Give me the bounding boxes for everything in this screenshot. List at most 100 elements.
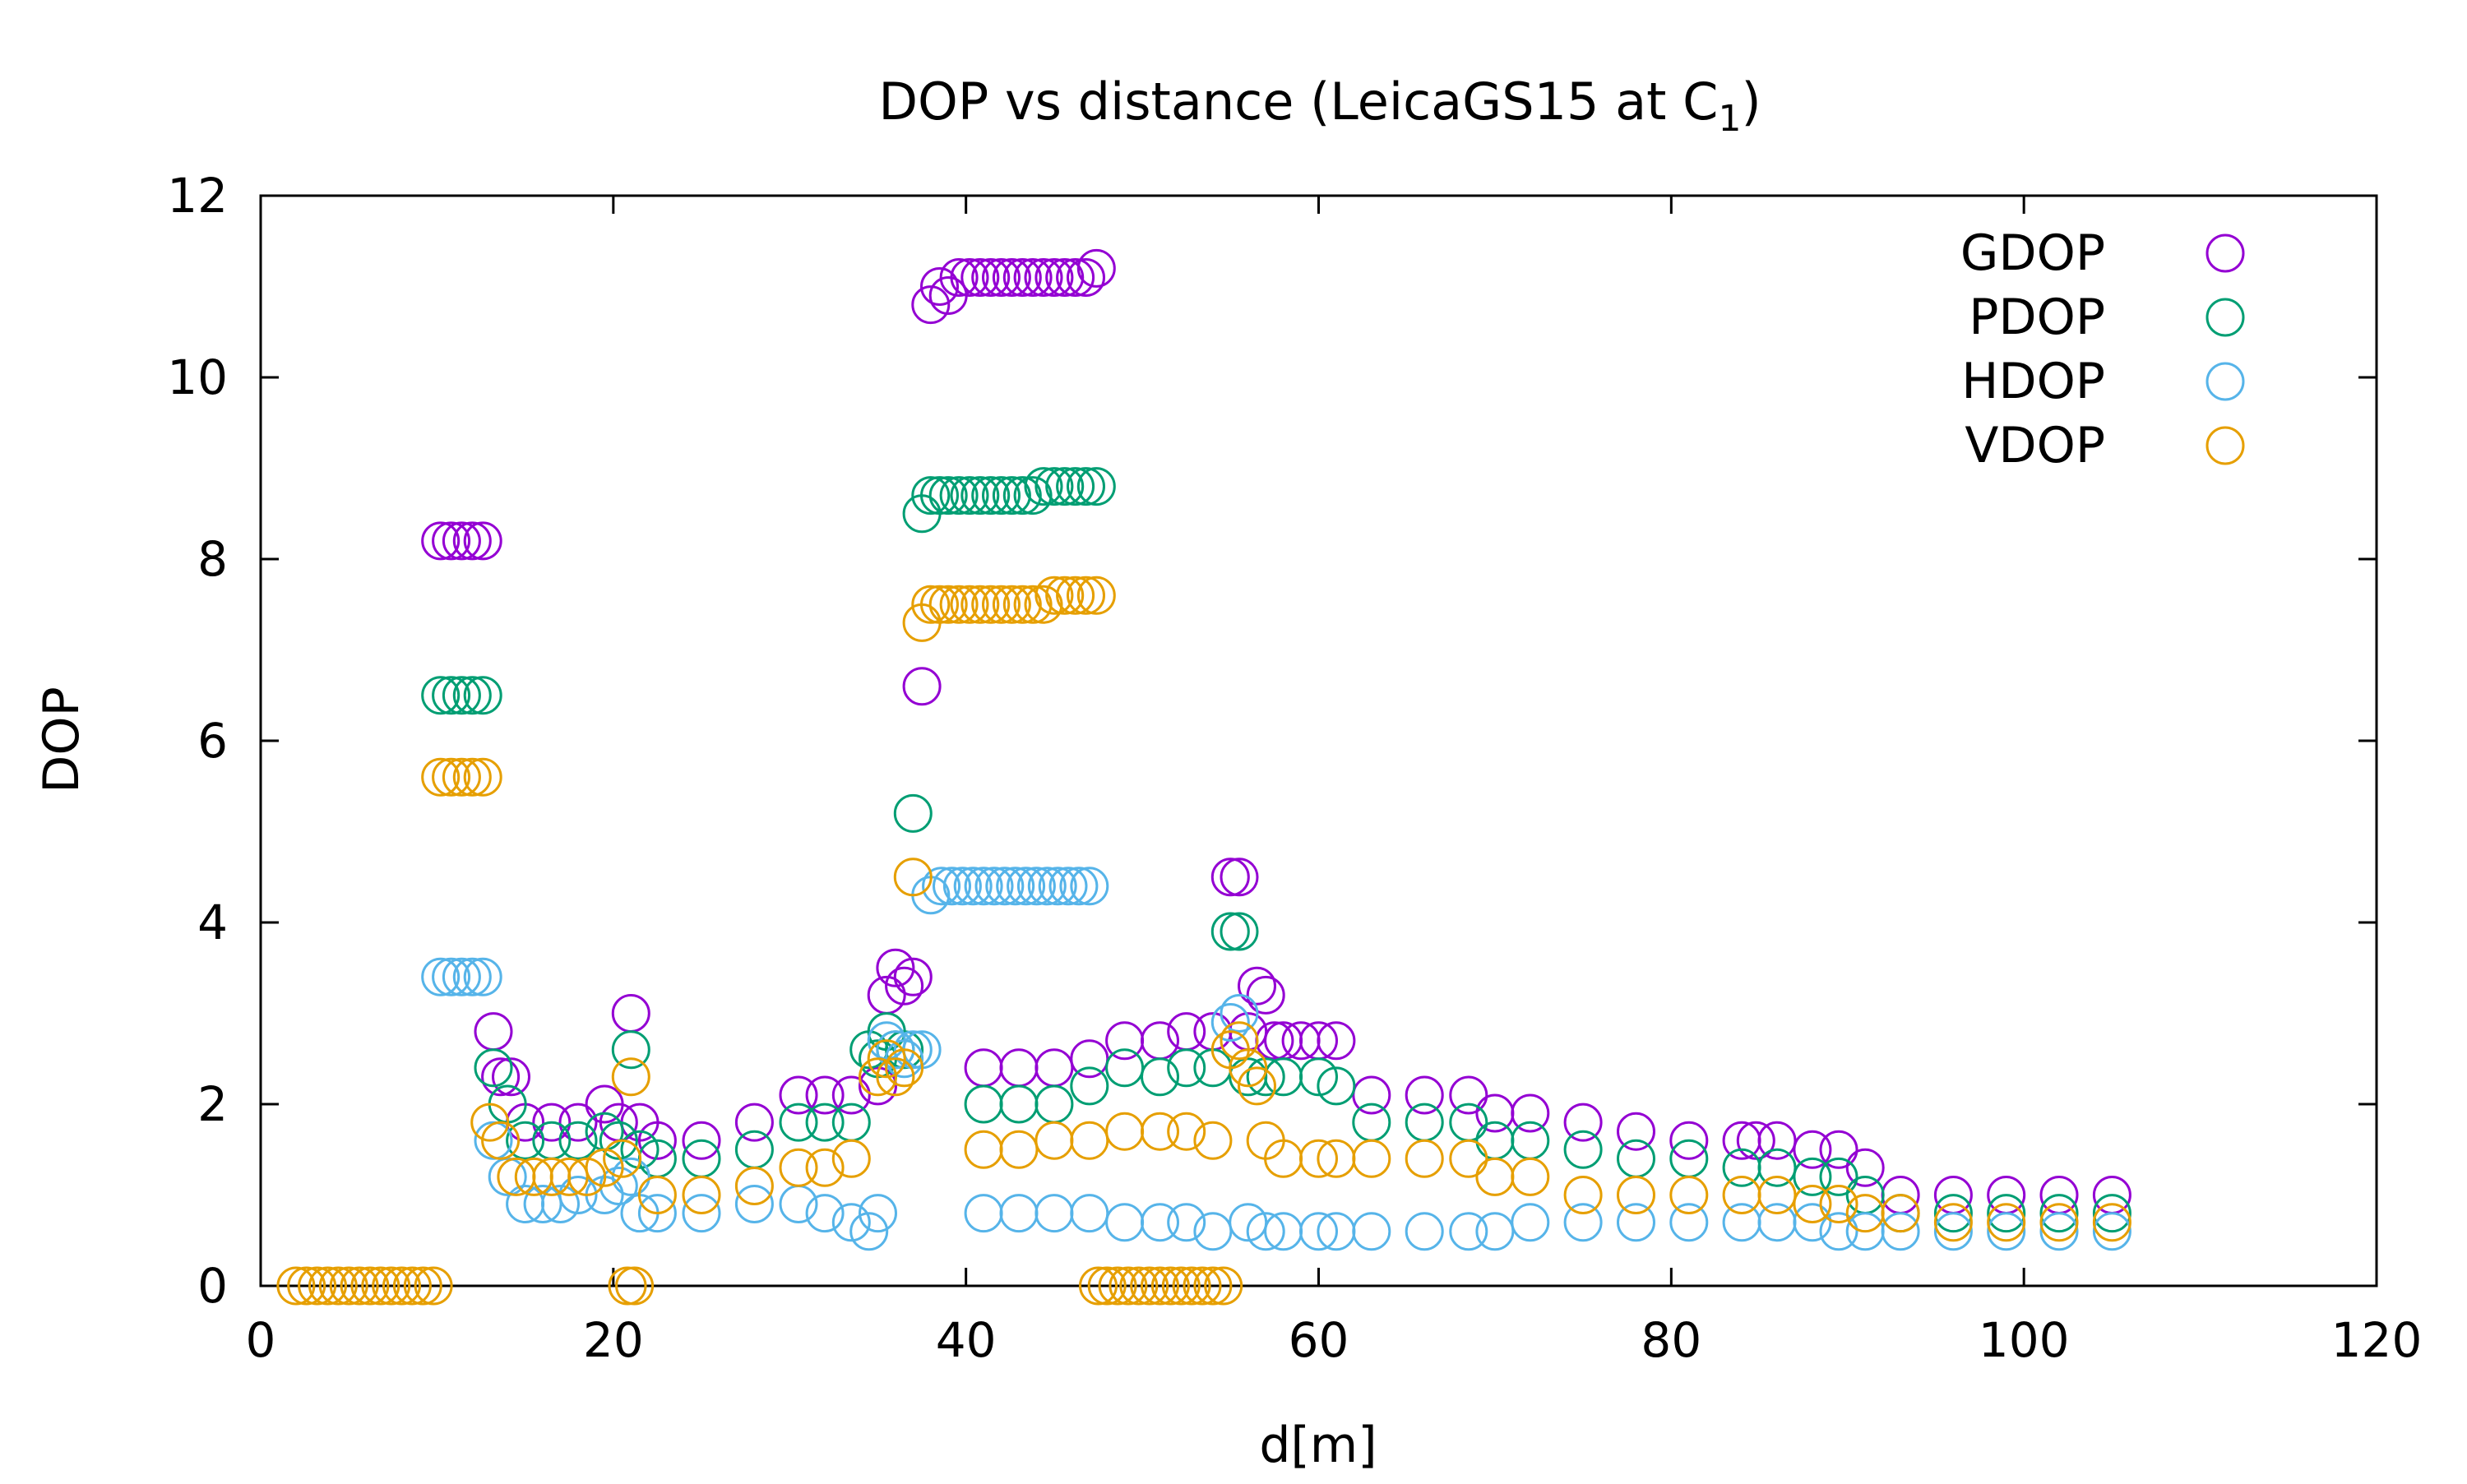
data-point-vdop: [1405, 1139, 1444, 1178]
data-point-vdop: [1070, 1121, 1109, 1160]
data-point-vdop: [403, 1266, 442, 1306]
data-point-gdop: [859, 1066, 897, 1106]
x-tick-label: 40: [936, 1312, 997, 1368]
x-tick-label: 120: [2331, 1312, 2423, 1368]
data-point-pdop: [971, 476, 1011, 515]
data-point-vdop: [1238, 1066, 1276, 1106]
data-point-pdop: [982, 476, 1021, 515]
data-point-gdop: [1070, 1039, 1109, 1079]
data-point-hdop: [1070, 1194, 1109, 1233]
x-tick-label: 20: [583, 1312, 644, 1368]
data-point-vdop: [928, 585, 968, 624]
data-point-pdop: [1013, 476, 1053, 515]
data-point-pdop: [1819, 1157, 1858, 1196]
data-point-vdop: [1299, 1139, 1338, 1178]
data-point-gdop: [1449, 1075, 1488, 1115]
data-point-gdop: [1013, 258, 1053, 297]
data-point-gdop: [1405, 1075, 1444, 1115]
data-point-pdop: [1933, 1194, 1973, 1233]
data-point-vdop: [982, 585, 1021, 624]
data-point-pdop: [432, 676, 471, 715]
data-point-gdop: [939, 258, 979, 297]
data-point-gdop: [1352, 1075, 1391, 1115]
data-point-vdop: [1220, 1021, 1259, 1061]
data-point-hdop: [893, 1030, 933, 1070]
data-point-vdop: [999, 1130, 1039, 1169]
data-point-vdop: [463, 757, 502, 797]
data-point-gdop: [1076, 248, 1116, 288]
data-point-vdop: [421, 757, 461, 797]
data-point-hdop: [488, 1157, 527, 1196]
data-point-pdop: [1987, 1194, 2026, 1233]
data-point-pdop: [1070, 1066, 1109, 1106]
data-point-gdop: [902, 667, 942, 706]
data-point-gdop: [492, 1057, 530, 1097]
data-point-pdop: [939, 476, 979, 515]
data-point-gdop: [432, 521, 471, 561]
data-point-hdop: [985, 867, 1025, 906]
data-point-pdop: [1563, 1130, 1603, 1169]
data-point-vdop: [805, 1148, 845, 1187]
y-tick-label: 4: [197, 895, 228, 950]
data-point-vdop: [481, 1121, 521, 1160]
data-point-hdop: [942, 867, 982, 906]
data-point-vdop: [329, 1266, 368, 1306]
data-point-pdop: [474, 1048, 513, 1088]
data-point-vdop: [1793, 1185, 1832, 1223]
data-point-pdop: [463, 676, 502, 715]
data-point-vdop: [1024, 585, 1063, 624]
data-point-pdop: [442, 676, 481, 715]
data-point-vdop: [1204, 1266, 1243, 1306]
data-point-vdop: [318, 1266, 358, 1306]
data-point-gdop: [982, 258, 1021, 297]
data-point-hdop: [1352, 1212, 1391, 1251]
data-point-gdop: [1246, 975, 1285, 1015]
data-point-vdop: [1056, 576, 1095, 615]
data-point-vdop: [1013, 585, 1053, 624]
data-point-hdop: [682, 1194, 721, 1233]
data-point-vdop: [549, 1157, 589, 1196]
data-point-gdop: [463, 521, 502, 561]
data-point-hdop: [831, 1203, 871, 1242]
x-tick-label: 60: [1289, 1312, 1349, 1368]
data-point-gdop: [911, 285, 951, 325]
y-tick-label: 0: [197, 1258, 228, 1314]
data-point-pdop: [599, 1121, 638, 1160]
data-point-vdop: [1183, 1266, 1222, 1306]
data-point-vdop: [1109, 1266, 1148, 1306]
data-point-vdop: [615, 1266, 655, 1306]
data-point-hdop: [1669, 1203, 1709, 1242]
data-point-pdop: [893, 793, 933, 833]
data-point-vdop: [960, 585, 1000, 624]
data-point-gdop: [1617, 1112, 1655, 1151]
data-point-pdop: [1246, 1057, 1285, 1097]
data-point-vdop: [567, 1157, 607, 1196]
x-axis-label: d[m]: [1259, 1417, 1377, 1474]
data-point-vdop: [2092, 1203, 2131, 1242]
data-point-vdop: [1819, 1185, 1858, 1223]
data-point-hdop: [964, 867, 1003, 906]
data-point-vdop: [1172, 1266, 1211, 1306]
data-point-gdop: [1210, 858, 1250, 897]
data-point-pdop: [1034, 467, 1074, 506]
data-point-hdop: [996, 867, 1035, 906]
data-point-hdop: [859, 1194, 897, 1233]
data-point-hdop: [1246, 1212, 1285, 1251]
data-point-hdop: [805, 1194, 845, 1233]
data-point-vdop: [432, 757, 471, 797]
data-point-pdop: [1002, 476, 1042, 515]
data-point-vdop: [1141, 1112, 1179, 1151]
data-point-hdop: [2039, 1212, 2079, 1251]
data-point-vdop: [1098, 1266, 1137, 1306]
data-point-gdop: [1819, 1130, 1858, 1169]
data-point-vdop: [1067, 576, 1105, 615]
data-point-hdop: [558, 1176, 598, 1214]
data-point-vdop: [1193, 1266, 1233, 1306]
data-point-gdop: [831, 1075, 871, 1115]
data-point-pdop: [1141, 1057, 1179, 1097]
data-point-vdop: [308, 1266, 347, 1306]
y-tick-label: 6: [197, 713, 228, 769]
data-point-vdop: [470, 1103, 510, 1142]
legend-marker-gdop: [2205, 233, 2245, 273]
